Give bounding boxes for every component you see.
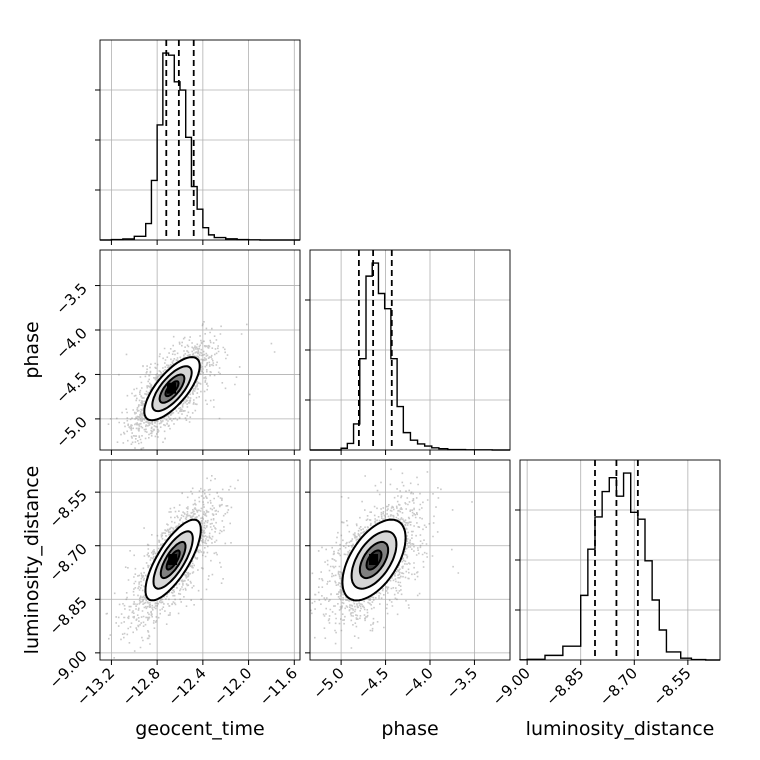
x-tick-label-geocent_time-2: −12.4	[164, 664, 209, 709]
y-tick-label-luminosity_distance-2: −8.70	[46, 540, 91, 585]
x-tick-label-geocent_time-0: −13.2	[73, 664, 118, 709]
histogram-geocent_time	[100, 52, 300, 241]
y-axis-title-phase: phase	[21, 321, 43, 378]
x-axis-title-phase: phase	[381, 718, 438, 740]
peak-geocent_time-luminosity_distance	[168, 554, 178, 565]
x-tick-label-geocent_time-4: −11.6	[256, 664, 301, 709]
panel-frame-1-1	[309, 249, 511, 451]
y-tick-label-phase-3: −3.5	[52, 280, 90, 318]
peak-phase-luminosity_distance	[369, 554, 378, 565]
density-geocent_time-phase	[107, 321, 276, 450]
x-tick-label-phase-0: −5.0	[309, 664, 347, 702]
panel-frame-1-0	[99, 249, 301, 451]
panel-frame-0-0	[99, 39, 301, 241]
y-axis-title-luminosity_distance: luminosity_distance	[21, 466, 43, 655]
x-axis-title-geocent_time: geocent_time	[135, 718, 264, 740]
density-geocent_time-luminosity_distance	[105, 475, 239, 659]
x-tick-label-phase-3: −3.5	[443, 664, 481, 702]
x-tick-label-luminosity_distance-1: −8.85	[542, 664, 587, 709]
panel-frame-2-0	[99, 459, 301, 661]
x-tick-label-phase-1: −4.5	[354, 664, 392, 702]
x-axis-title-luminosity_distance: luminosity_distance	[526, 718, 715, 740]
x-tick-label-luminosity_distance-0: −9.00	[489, 664, 534, 709]
x-tick-label-phase-2: −4.0	[398, 664, 436, 702]
x-tick-label-geocent_time-3: −12.0	[210, 664, 255, 709]
panel-frame-2-1	[309, 459, 511, 661]
y-tick-label-phase-2: −4.0	[52, 324, 90, 362]
histogram-luminosity_distance	[519, 472, 720, 661]
x-tick-label-luminosity_distance-2: −8.70	[596, 664, 641, 709]
panel-frame-2-2	[519, 459, 721, 661]
density-phase-luminosity_distance	[310, 468, 473, 649]
peak-geocent_time-phase	[167, 382, 176, 394]
x-tick-label-geocent_time-1: −12.8	[119, 664, 164, 709]
y-tick-label-phase-0: −5.0	[52, 413, 90, 451]
y-tick-label-luminosity_distance-1: −8.85	[46, 593, 91, 638]
histogram-phase	[310, 262, 510, 451]
y-tick-label-phase-1: −4.5	[52, 369, 90, 407]
y-tick-label-luminosity_distance-3: −8.55	[46, 486, 91, 531]
x-tick-label-luminosity_distance-3: −8.55	[649, 664, 694, 709]
